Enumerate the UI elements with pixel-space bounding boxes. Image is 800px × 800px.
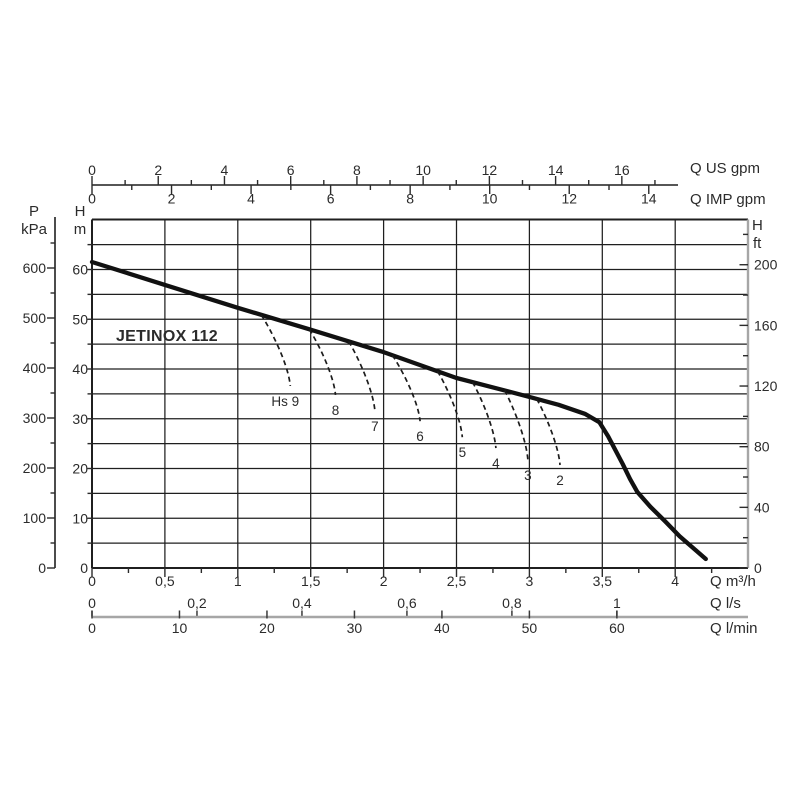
ls-unit-label: Q l/s (710, 595, 741, 612)
kpa-tick-label: 500 (23, 310, 47, 326)
m3h-tick-label: 2,5 (447, 573, 467, 589)
hs-curve-6 (391, 354, 421, 422)
us-gpm-tick-label: 0 (88, 162, 96, 178)
h-ft-tick-label: 120 (754, 378, 778, 394)
hs-curve-7 (347, 340, 376, 411)
imp-gpm-tick-label: 2 (168, 191, 176, 207)
us-gpm-tick-label: 16 (614, 162, 630, 178)
grid-layer (92, 219, 748, 568)
us-gpm-tick-label: 6 (287, 162, 295, 178)
hs-curve-3 (503, 389, 529, 461)
h-m-axis-unit: m (74, 221, 87, 238)
h-m-tick-label: 60 (72, 262, 88, 278)
kpa-tick-label: 100 (23, 510, 47, 526)
hs-curve-label-3: 3 (524, 468, 532, 483)
ls-tick-label: 0 (88, 595, 96, 611)
kpa-tick-label: 300 (23, 410, 47, 426)
us-gpm-tick-label: 2 (154, 162, 162, 178)
lmin-tick-label: 0 (88, 620, 96, 636)
h-ft-tick-label: 160 (754, 317, 778, 333)
h-ft-axis-title: H (752, 217, 763, 234)
ls-tick-label: 0,8 (502, 595, 522, 611)
us-gpm-tick-label: 14 (548, 162, 564, 178)
h-ft-tick-label: 80 (754, 439, 770, 455)
us-gpm-tick-label: 12 (482, 162, 498, 178)
kpa-tick-label: 400 (23, 360, 47, 376)
h-m-tick-label: 10 (72, 510, 88, 526)
m3h-tick-label: 3,5 (593, 573, 613, 589)
hs-curve-9 (260, 314, 292, 386)
imp-gpm-tick-label: 4 (247, 191, 255, 207)
m3h-tick-label: 0,5 (155, 573, 175, 589)
imp-gpm-tick-label: 8 (406, 191, 414, 207)
lmin-unit-label: Q l/min (710, 620, 758, 637)
pump-head-curve (89, 259, 708, 562)
imp-gpm-tick-label: 10 (482, 191, 498, 207)
h-ft-tick-label: 200 (754, 257, 778, 273)
us-gpm-tick-label: 10 (415, 162, 431, 178)
lmin-tick-label: 30 (347, 620, 363, 636)
hs-curve-label-2: 2 (556, 473, 564, 488)
h-ft-tick-label: 40 (754, 499, 770, 515)
hs-curve-label-6: 6 (416, 429, 424, 444)
pump-model-label: JETINOX 112 (116, 328, 218, 345)
imp-gpm-tick-label: 6 (327, 191, 335, 207)
m3h-tick-label: 2 (380, 573, 388, 589)
hs-curve-label-4: 4 (492, 456, 500, 471)
m3h-tick-label: 1 (234, 573, 242, 589)
m3h-tick-label: 1,5 (301, 573, 321, 589)
hs-curve-label-9: Hs 9 (271, 394, 299, 409)
h-m-tick-label: 40 (72, 361, 88, 377)
ls-tick-label: 1 (613, 595, 621, 611)
h-m-tick-label: 20 (72, 461, 88, 477)
us-gpm-tick-label: 4 (221, 162, 229, 178)
h-m-tick-label: 0 (80, 560, 88, 576)
lmin-tick-label: 50 (522, 620, 538, 636)
label-layer: P kPa H m H ft Q US gpm Q IMP gpm Q m³/h… (21, 160, 766, 637)
m3h-tick-label: 3 (526, 573, 534, 589)
imp-gpm-tick-label: 12 (561, 191, 577, 207)
hs-curve-2 (535, 398, 561, 466)
curve-layer: Hs 9 8 7 6 5 4 3 2 (89, 259, 708, 562)
kpa-tick-label: 600 (23, 260, 47, 276)
ls-tick-label: 0,2 (187, 595, 207, 611)
h-ft-tick-label: 0 (754, 560, 762, 576)
h-m-tick-label: 50 (72, 311, 88, 327)
hs-curve-4 (471, 381, 497, 449)
lmin-tick-label: 60 (609, 620, 625, 636)
m3h-tick-label: 4 (671, 573, 679, 589)
hs-curve-label-7: 7 (371, 419, 379, 434)
imp-gpm-unit-label: Q IMP gpm (690, 191, 766, 208)
hs-curve-8 (308, 328, 337, 395)
axis-layer: 0 2 4 6 8 10 12 14 160 2 4 6 8 10 12 140100200300400500… (23, 162, 778, 636)
p-axis-unit: kPa (21, 221, 48, 238)
h-m-axis-title: H (75, 203, 86, 220)
p-axis-title: P (29, 203, 39, 220)
lmin-tick-label: 40 (434, 620, 450, 636)
m3h-tick-label: 0 (88, 573, 96, 589)
lmin-tick-label: 10 (172, 620, 188, 636)
us-gpm-unit-label: Q US gpm (690, 160, 760, 177)
ls-tick-label: 0,4 (292, 595, 312, 611)
ls-tick-label: 0,6 (397, 595, 417, 611)
kpa-tick-label: 200 (23, 460, 47, 476)
hs-curve-label-8: 8 (332, 403, 340, 418)
kpa-tick-label: 0 (38, 560, 46, 576)
hs-curve-label-5: 5 (459, 445, 467, 460)
hs-curve-5 (436, 370, 464, 438)
lmin-tick-label: 20 (259, 620, 275, 636)
h-m-tick-label: 30 (72, 411, 88, 427)
imp-gpm-tick-label: 14 (641, 191, 657, 207)
h-ft-axis-unit: ft (753, 235, 762, 252)
us-gpm-tick-label: 8 (353, 162, 361, 178)
m3h-unit-label: Q m³/h (710, 573, 756, 590)
imp-gpm-tick-label: 0 (88, 191, 96, 207)
